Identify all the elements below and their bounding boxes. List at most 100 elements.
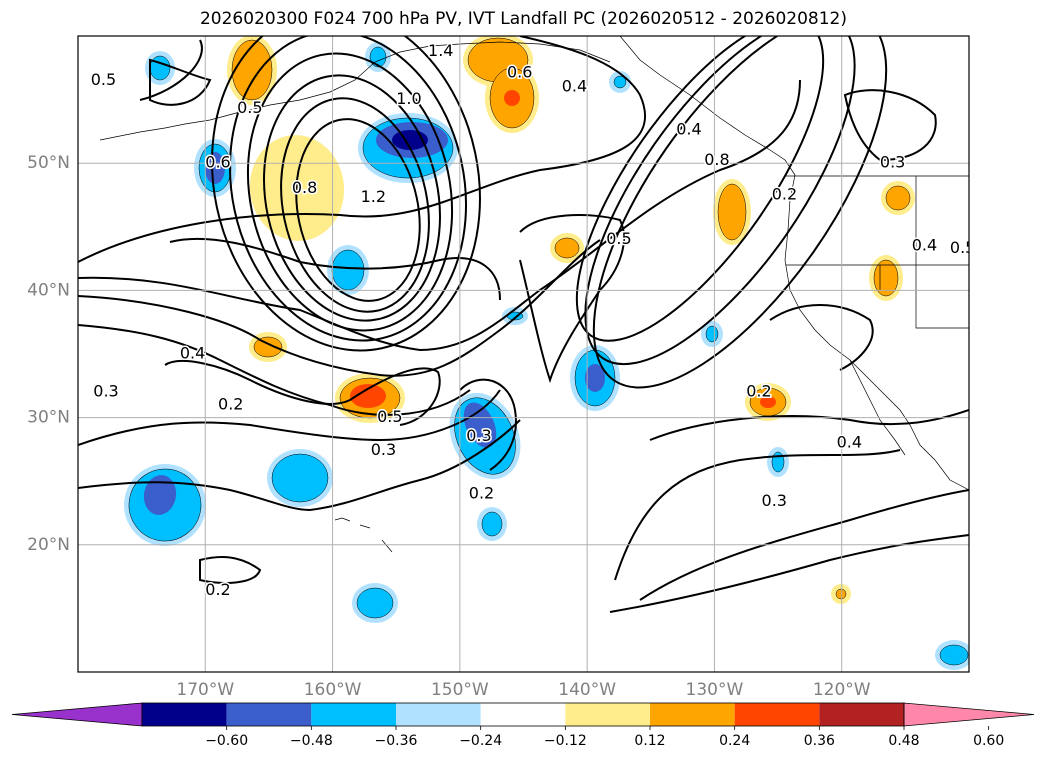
colorbar-segment	[734, 703, 820, 726]
contour-label: 0.3	[466, 426, 491, 445]
colorbar-tick-label: −0.24	[459, 733, 502, 749]
contour-label: 0.3	[880, 153, 905, 172]
lon-tick-label: 170°W	[176, 680, 234, 700]
ivt-contour-ring	[211, 36, 481, 352]
pv-anomaly	[835, 588, 847, 600]
contour-label: 0.8	[704, 150, 729, 169]
lat-tick-label: 50°N	[27, 153, 70, 173]
pv-anomaly	[585, 364, 605, 392]
lat-tick-label: 40°N	[27, 280, 70, 300]
contour-labels: 0.50.50.60.8 1.21.01.40.60.40.40.80.20.30…	[89, 39, 975, 600]
pv-anomaly	[143, 475, 177, 515]
map-title: 2026020300 F024 700 hPa PV, IVT Landfall…	[199, 9, 847, 29]
pv-anomaly	[350, 384, 386, 408]
axis-labels: 50°N 40°N 30°N 20°N 170°W 160°W 150°W 140°W 130°…	[27, 153, 871, 700]
colorbar-segment	[396, 703, 481, 726]
ivt-contour-ring	[295, 118, 421, 302]
ivt-contour	[78, 419, 521, 512]
ivt-contour	[639, 489, 969, 601]
lon-tick-label: 140°W	[558, 680, 616, 700]
colorbar-extend-low	[11, 702, 143, 727]
ivt-contour	[199, 556, 262, 584]
gridlines	[78, 36, 969, 672]
pv-anomaly	[504, 90, 520, 106]
colorbar-extend-high	[903, 702, 1035, 727]
contour-label: 0.5	[91, 70, 116, 89]
pv-anomaly	[613, 75, 627, 89]
contour-label: 0.5	[377, 407, 402, 426]
contour-label: 0.5	[950, 238, 975, 257]
pv-anomaly	[885, 185, 911, 211]
contour-label: 0.2	[205, 580, 230, 599]
colorbar-tick-label: −0.48	[290, 733, 333, 749]
ivt-contour	[78, 36, 646, 263]
contour-label: 0.2	[746, 382, 771, 401]
contour-label: 0.2	[469, 483, 494, 502]
pv-anomaly	[705, 325, 719, 343]
colorbar-tick-label: −0.12	[544, 733, 587, 749]
pv-anomaly	[356, 587, 394, 619]
contour-label: 0.4	[676, 120, 701, 139]
ivt-contour	[164, 359, 441, 426]
contour-label: 0.6	[507, 62, 532, 81]
colorbar-tick-label: 0.60	[973, 733, 1004, 749]
ivt-contour	[769, 304, 874, 371]
lon-tick-label: 120°W	[813, 680, 871, 700]
colorbar-outline	[141, 702, 905, 727]
colorbar: −0.60 −0.48 −0.36 −0.24 −0.12 0.12 0.24 0.36 0.4…	[11, 702, 1035, 749]
contour-label: 0.4	[562, 76, 587, 95]
map-frame	[77, 35, 970, 673]
contour-label: 0.3	[371, 440, 396, 459]
contour-label: 0.4	[912, 235, 937, 254]
ivt-contour	[609, 534, 969, 613]
ivt-contour-ring	[228, 36, 468, 342]
ivt-contour-ring	[246, 52, 454, 332]
pv-anomaly	[205, 152, 225, 184]
colorbar-segment	[480, 703, 566, 726]
contour-label: 0.5	[237, 98, 262, 117]
lon-tick-label: 150°W	[431, 680, 489, 700]
ivt-contour	[614, 449, 901, 581]
pv-anomaly	[253, 336, 283, 358]
contour-label: 1.2	[361, 187, 386, 206]
ivt-contour-ring	[575, 36, 825, 342]
colorbar-segment	[565, 703, 650, 726]
pv-anomaly	[149, 55, 171, 81]
lat-tick-label: 20°N	[27, 535, 70, 555]
coastline	[334, 517, 393, 553]
pv-anomaly	[717, 183, 747, 241]
colorbar-segment	[311, 703, 396, 726]
colorbar-tick-label: −0.60	[205, 733, 248, 749]
contour-label: 0.5	[606, 229, 631, 248]
pv-shading	[124, 36, 969, 670]
pv-anomaly	[939, 644, 969, 666]
contour-label: 0.6	[205, 153, 230, 172]
contour-label: 0.3	[93, 382, 118, 401]
ivt-contour	[843, 89, 937, 162]
ivt-contour-ring	[263, 74, 441, 322]
lon-tick-label: 160°W	[304, 680, 362, 700]
ivt-contour	[78, 389, 501, 446]
pv-anomaly	[231, 39, 273, 101]
pv-anomaly	[760, 396, 776, 408]
contour-label: 0.3	[762, 491, 787, 510]
coastline	[786, 175, 969, 329]
pv-anomaly	[554, 237, 580, 259]
ivt-contour-ring	[592, 36, 888, 389]
contour-label: 0.2	[772, 185, 797, 204]
ivt-contour	[149, 58, 212, 106]
contour-label: 1.4	[428, 41, 453, 60]
lon-tick-label: 130°W	[686, 680, 744, 700]
ivt-contour	[649, 409, 969, 441]
colorbar-segment	[142, 703, 227, 726]
pv-anomaly	[369, 46, 387, 68]
contour-label: 0.4	[180, 344, 205, 363]
ivt-contour	[459, 378, 517, 471]
ivt-contour	[78, 79, 801, 352]
map-plot-area: 0.50.50.60.8 1.21.01.40.60.40.40.80.20.30…	[78, 36, 975, 672]
colorbar-segment	[226, 703, 312, 726]
colorbar-tick-label: 0.48	[888, 733, 919, 749]
ivt-contour-ring	[584, 36, 856, 366]
colorbar-segment	[819, 703, 904, 726]
colorbar-tick-label: −0.36	[375, 733, 418, 749]
